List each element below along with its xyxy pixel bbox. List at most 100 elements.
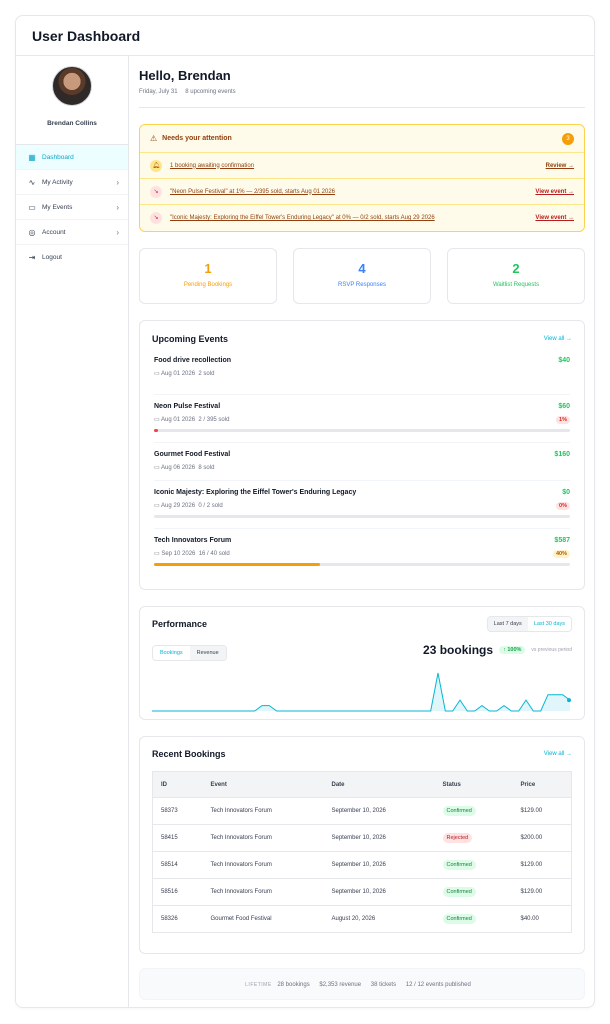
range-30-days-button[interactable]: Last 30 days [527,617,571,631]
event-date: Aug 29 2026 [161,503,196,509]
cell-date: September 10, 2026 [323,824,435,852]
sidebar-item-label: My Events [42,203,73,211]
stat-card-pending-bookings[interactable]: 1 Pending Bookings [139,248,277,304]
stat-label: Pending Bookings [183,282,233,288]
sidebar-item-logout[interactable]: ⇥ Logout [16,245,128,270]
column-header[interactable]: Date [323,771,435,798]
greeting-subline: Friday, July 31 8 upcoming events [139,89,586,95]
bookings-table: ID Event Date Status Price 58373 Tech In… [152,771,572,933]
column-header[interactable]: Price [512,771,572,798]
view-event-link[interactable]: View event → [535,215,574,221]
cell-event: Tech Innovators Forum [202,797,324,825]
event-name: Iconic Majesty: Exploring the Eiffel Tow… [154,489,357,496]
event-percent-badge: 0% [556,502,570,510]
sidebar-item-dashboard[interactable]: ▦ Dashboard [16,145,128,170]
attention-item-text[interactable]: "Iconic Majesty: Exploring the Eiffel To… [170,215,435,221]
metric-toggle: Bookings Revenue [152,645,227,661]
calendar-icon: ▭ [154,417,162,423]
range-7-days-button[interactable]: Last 7 days [487,617,528,631]
performance-panel: Performance Last 7 days Last 30 days Boo… [139,606,585,720]
event-item[interactable]: Iconic Majesty: Exploring the Eiffel Tow… [154,481,570,529]
progress-fill [154,429,159,432]
sidebar-item-label: Logout [42,254,62,261]
event-item[interactable]: Food drive recollection $40 ▭ Aug 01 202… [154,357,570,395]
panel-title: Performance [152,619,208,629]
calendar-icon: ▭ [154,551,162,557]
stats-row: 1 Pending Bookings 4 RSVP Responses 2 Wa… [139,248,585,304]
logout-icon: ⇥ [28,253,36,262]
view-all-link[interactable]: View all → [543,751,572,757]
column-header[interactable]: Event [202,771,324,798]
event-item[interactable]: Gourmet Food Festival $160 ▭ Aug 06 2026… [154,443,570,481]
trend-down-icon: ↘ [150,185,162,198]
progress-fill [154,563,321,566]
attention-item-text[interactable]: "Neon Pulse Festival" at 1% — 2/395 sold… [170,188,336,195]
panel-header: Performance Last 7 days Last 30 days [140,607,584,641]
column-header[interactable]: ID [152,771,203,798]
event-item[interactable]: Tech Innovators Forum $587 40% ▭ Sep 10 … [154,529,570,577]
event-date: Aug 06 2026 [161,465,196,471]
cell-id: 58326 [152,905,203,933]
event-item[interactable]: Neon Pulse Festival $60 1% ▭ Aug 01 2026… [154,395,570,443]
dashboard-window: User Dashboard Brendan Collins ▦ Dashboa… [15,15,595,1008]
recent-bookings-panel: Recent Bookings View all → ID Event Date… [139,736,585,954]
cell-status: Confirmed [434,905,513,933]
event-percent-badge: 40% [552,550,570,558]
review-link[interactable]: Review → [545,162,574,169]
table-row[interactable]: 58516 Tech Innovators Forum September 10… [152,878,572,906]
app-title: User Dashboard [32,28,141,44]
table-row[interactable]: 58373 Tech Innovators Forum September 10… [152,797,572,825]
event-meta: ▭ Aug 01 2026 2 sold [154,370,570,377]
attention-item-text[interactable]: 1 booking awaiting confirmation [170,162,255,169]
event-sold: 16 / 40 sold [198,551,230,557]
status-badge: Confirmed [442,860,476,870]
sidebar-item-account[interactable]: ◎ Account › [16,220,128,245]
view-event-link[interactable]: View event → [535,188,574,195]
stat-value: 2 [512,261,520,276]
cell-price: $200.00 [512,824,572,852]
attention-title: Needs your attention [162,135,232,142]
bookings-tab[interactable]: Bookings [153,646,190,660]
cell-status: Confirmed [434,851,513,879]
bookings-sparkline [152,672,571,712]
upcoming-events-panel: Upcoming Events View all → Food drive re… [139,320,585,590]
sidebar-item-my-activity[interactable]: ∿ My Activity › [16,170,128,195]
calendar-icon: ▭ [154,503,162,509]
column-header[interactable]: Status [434,771,513,798]
attention-item: ↘ "Neon Pulse Festival" at 1% — 2/395 so… [140,179,584,205]
lifetime-summary: LIFETIME 28 bookings $2,353 revenue 38 t… [139,968,585,1000]
lifetime-revenue: $2,353 revenue [319,982,362,988]
lifetime-bookings: 28 bookings [277,982,310,988]
event-sold: 0 / 2 sold [198,503,223,509]
revenue-tab[interactable]: Revenue [189,646,226,660]
table-row[interactable]: 58514 Tech Innovators Forum September 10… [152,851,572,879]
avatar[interactable] [52,66,92,106]
event-date: Sep 10 2026 [161,551,196,557]
sidebar: Brendan Collins ▦ Dashboard ∿ My Activit… [16,56,129,1007]
main-content: Hello, Brendan Friday, July 31 8 upcomin… [139,56,586,1000]
event-meta: ▭ Sep 10 2026 16 / 40 sold [154,550,570,557]
upcoming-count: 8 upcoming events [185,89,236,95]
chevron-right-icon: › [116,202,119,212]
stat-card-rsvp-responses[interactable]: 4 RSVP Responses [293,248,431,304]
sidebar-item-label: Dashboard [42,153,74,161]
cell-event: Tech Innovators Forum [202,878,324,906]
sidebar-item-my-events[interactable]: ▭ My Events › [16,195,128,220]
profile: Brendan Collins [16,56,128,144]
lifetime-published: 12 / 12 events published [405,982,471,988]
table-row[interactable]: 58415 Tech Innovators Forum September 10… [152,824,572,852]
attention-panel: ⚠ Needs your attention 3 🔔︎ 1 booking aw… [139,124,585,232]
view-all-link[interactable]: View all → [543,336,572,342]
panel-title: Recent Bookings [152,749,226,759]
date-range-toggle: Last 7 days Last 30 days [486,616,572,632]
calendar-icon: ▭ [154,465,162,471]
table-row[interactable]: 58326 Gourmet Food Festival August 20, 2… [152,905,572,933]
current-date: Friday, July 31 [139,89,178,95]
cell-event: Tech Innovators Forum [202,824,324,852]
profile-name: Brendan Collins [47,120,97,127]
stat-card-waitlist-requests[interactable]: 2 Waitlist Requests [447,248,585,304]
stat-label: RSVP Responses [338,282,386,288]
status-badge: Confirmed [442,914,476,924]
panel-header: Recent Bookings View all → [140,737,584,771]
event-price: $60 [558,403,570,410]
